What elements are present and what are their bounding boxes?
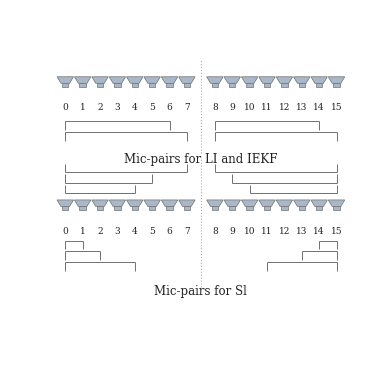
Text: 12: 12 [279,103,290,112]
Bar [114,206,121,210]
Bar [299,206,305,210]
Bar [149,83,155,87]
Text: 1: 1 [80,103,85,112]
Polygon shape [259,200,275,206]
Polygon shape [109,200,126,206]
Bar [97,206,103,210]
Text: 4: 4 [132,227,138,235]
Bar [281,83,288,87]
Bar [299,83,305,87]
Polygon shape [241,77,258,83]
Text: 10: 10 [244,227,256,235]
Bar [132,83,138,87]
Text: Mic-pairs for Sl: Mic-pairs for Sl [154,285,247,298]
Polygon shape [74,200,91,206]
Polygon shape [92,200,108,206]
Bar [114,83,121,87]
Text: 0: 0 [62,227,68,235]
Text: 11: 11 [261,103,273,112]
Text: 5: 5 [149,103,155,112]
Polygon shape [207,200,223,206]
Bar [62,206,69,210]
Text: 13: 13 [296,103,307,112]
Polygon shape [207,77,223,83]
Bar [166,83,173,87]
Text: 8: 8 [212,227,218,235]
Polygon shape [276,200,293,206]
Polygon shape [294,200,310,206]
Text: 14: 14 [313,227,325,235]
Bar [229,206,236,210]
Text: 11: 11 [261,227,273,235]
Text: 7: 7 [184,227,190,235]
Text: 6: 6 [167,227,172,235]
Text: 15: 15 [331,103,342,112]
Polygon shape [179,200,195,206]
Bar [166,206,173,210]
Bar [212,83,218,87]
Polygon shape [328,77,345,83]
Polygon shape [161,77,178,83]
Text: 14: 14 [313,103,325,112]
Bar [316,83,322,87]
Bar [212,206,218,210]
Text: 3: 3 [114,103,120,112]
Polygon shape [241,200,258,206]
Text: 12: 12 [279,227,290,235]
Bar [264,83,270,87]
Polygon shape [294,77,310,83]
Text: Mic-pairs for LI and IEKF: Mic-pairs for LI and IEKF [124,154,278,167]
Bar [80,206,86,210]
Polygon shape [179,77,195,83]
Polygon shape [57,77,74,83]
Bar [333,206,340,210]
Text: 3: 3 [114,227,120,235]
Polygon shape [144,77,160,83]
Polygon shape [161,200,178,206]
Polygon shape [127,77,143,83]
Polygon shape [276,77,293,83]
Text: 6: 6 [167,103,172,112]
Text: 9: 9 [229,103,235,112]
Text: 7: 7 [184,103,190,112]
Polygon shape [224,200,241,206]
Polygon shape [92,77,108,83]
Bar [247,206,253,210]
Bar [333,83,340,87]
Bar [184,206,190,210]
Bar [132,206,138,210]
Bar [247,83,253,87]
Text: 8: 8 [212,103,218,112]
Text: 10: 10 [244,103,256,112]
Bar [80,83,86,87]
Text: 15: 15 [331,227,342,235]
Polygon shape [109,77,126,83]
Bar [149,206,155,210]
Bar [316,206,322,210]
Polygon shape [74,77,91,83]
Text: 9: 9 [229,227,235,235]
Text: 2: 2 [97,227,103,235]
Text: 13: 13 [296,227,307,235]
Polygon shape [328,200,345,206]
Text: 2: 2 [97,103,103,112]
Polygon shape [311,200,327,206]
Polygon shape [259,77,275,83]
Polygon shape [144,200,160,206]
Polygon shape [224,77,241,83]
Text: 5: 5 [149,227,155,235]
Text: 1: 1 [80,227,85,235]
Bar [229,83,236,87]
Text: 0: 0 [62,103,68,112]
Polygon shape [127,200,143,206]
Bar [62,83,69,87]
Polygon shape [57,200,74,206]
Bar [281,206,288,210]
Bar [264,206,270,210]
Bar [97,83,103,87]
Text: 4: 4 [132,103,138,112]
Polygon shape [311,77,327,83]
Bar [184,83,190,87]
